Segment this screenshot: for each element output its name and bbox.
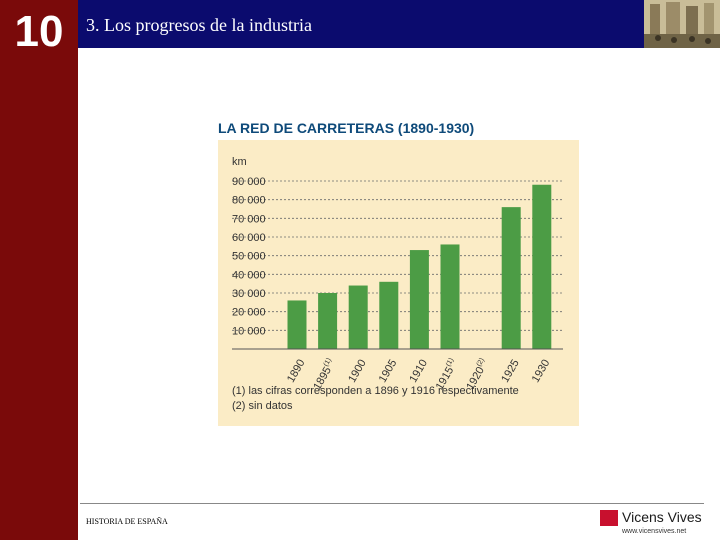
- header-illustration-image: [644, 0, 720, 48]
- chapter-number: 10: [14, 7, 64, 56]
- publisher-url: www.vicensvives.net: [622, 528, 687, 535]
- chart-panel: [218, 140, 579, 426]
- footer-divider: [80, 503, 704, 504]
- chart-title: LA RED DE CARRETERAS (1890-1930): [218, 120, 475, 136]
- title-bar: [78, 0, 644, 48]
- chapter-band: [0, 0, 78, 540]
- publisher-logo: Vicens Vives www.vicensvives.net: [600, 508, 704, 540]
- section-title: 3. Los progresos de la industria: [86, 15, 312, 35]
- footer-text: HISTORIA DE ESPAÑA: [86, 517, 168, 526]
- publisher-name: Vicens Vives: [622, 509, 702, 525]
- header-illustration: [644, 0, 720, 48]
- publisher-logo-icon: [600, 510, 618, 526]
